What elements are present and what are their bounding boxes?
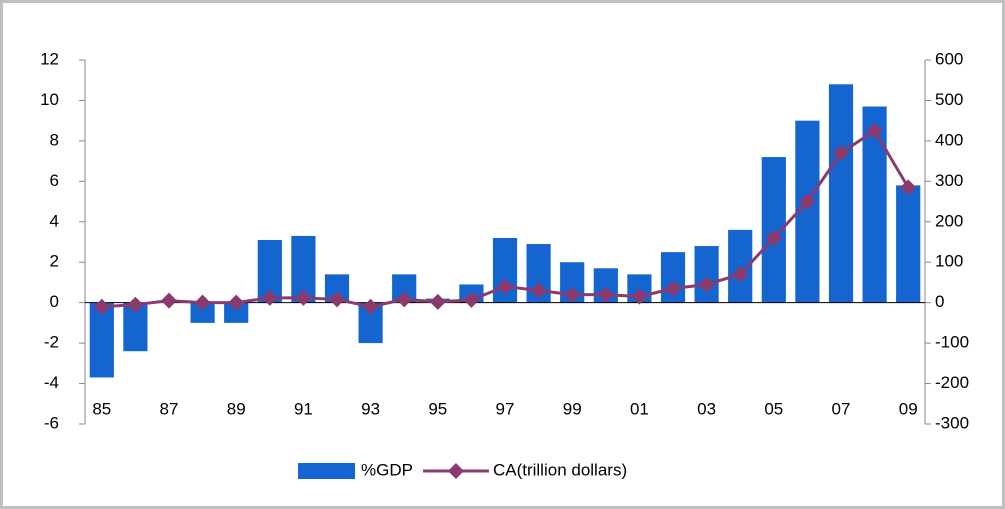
legend-label: %GDP	[361, 460, 413, 479]
y2-tick-label: 500	[935, 90, 963, 109]
y2-tick-label: 0	[935, 292, 944, 311]
line-marker	[665, 280, 681, 297]
line-marker	[127, 296, 144, 313]
y-tick-label: 0	[50, 292, 59, 311]
line-marker	[799, 193, 816, 210]
line-marker	[194, 294, 211, 311]
line-marker	[833, 145, 849, 162]
line-marker	[631, 288, 648, 305]
y-tick-label: -4	[44, 373, 59, 392]
y2-tick-label: 300	[935, 171, 963, 190]
x-tick-label: 93	[361, 399, 380, 418]
line-marker	[329, 291, 345, 308]
y-tick-label: 2	[50, 252, 59, 271]
line-marker	[698, 276, 715, 293]
line-marker	[295, 289, 312, 306]
x-tick-label: 09	[899, 399, 918, 418]
bar	[828, 84, 854, 303]
x-tick-label: 89	[227, 399, 246, 418]
bar	[694, 246, 719, 303]
line-marker	[463, 291, 480, 308]
x-tick-label: 87	[160, 399, 179, 418]
line-marker	[564, 286, 581, 303]
line-marker	[597, 286, 614, 303]
legend-label: CA(trillion dollars)	[493, 460, 627, 479]
line-marker	[228, 294, 245, 311]
y-tick-label: 8	[50, 130, 59, 149]
line-marker	[530, 282, 547, 299]
y2-tick-label: -100	[935, 333, 969, 352]
legend-swatch	[298, 463, 355, 479]
y-tick-label: 4	[50, 211, 59, 230]
line-marker	[866, 122, 883, 139]
line-marker	[900, 179, 917, 196]
x-tick-label: 01	[630, 399, 649, 418]
line-marker	[261, 289, 278, 306]
y-tick-label: 6	[50, 171, 59, 190]
bar	[89, 302, 114, 378]
x-tick-label: 95	[428, 399, 447, 418]
y-tick-label: 10	[40, 90, 59, 109]
y2-tick-label: 200	[935, 211, 963, 230]
y-tick-label: -2	[44, 333, 59, 352]
x-tick-label: 91	[294, 399, 313, 418]
y2-tick-label: -300	[935, 413, 969, 432]
bar	[896, 185, 921, 303]
y-tick-label: -6	[44, 413, 59, 432]
line-marker	[765, 229, 782, 246]
line-marker	[396, 291, 413, 308]
line-marker	[732, 266, 749, 283]
bar	[862, 106, 887, 303]
line-marker	[429, 293, 446, 310]
line-marker	[161, 292, 177, 309]
x-tick-label: 05	[764, 399, 783, 418]
y2-tick-label: 600	[935, 49, 963, 68]
y-tick-label: 12	[40, 49, 59, 68]
legend-marker	[447, 463, 464, 479]
bar	[190, 302, 215, 323]
x-tick-label: 07	[832, 399, 851, 418]
y2-tick-label: 100	[935, 252, 963, 271]
y2-tick-label: 400	[935, 130, 963, 149]
x-tick-label: 85	[92, 399, 111, 418]
x-tick-label: 99	[563, 399, 582, 418]
x-tick-label: 97	[496, 399, 515, 418]
line-marker	[362, 298, 379, 315]
line-marker	[497, 278, 513, 295]
y2-tick-label: -200	[935, 373, 969, 392]
line-marker	[93, 298, 110, 315]
bar	[224, 302, 249, 323]
x-tick-label: 03	[697, 399, 716, 418]
